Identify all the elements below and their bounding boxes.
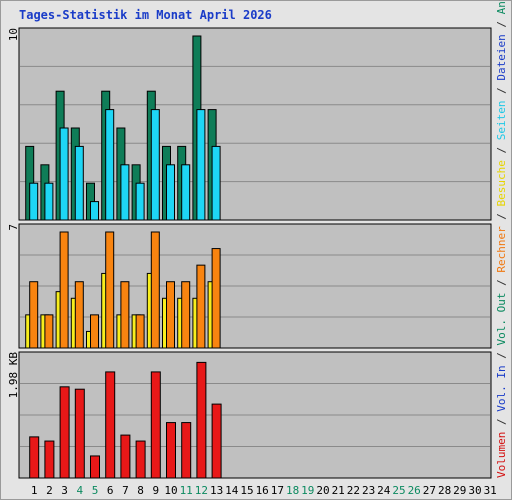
y-max-label-panel-1: 10	[7, 28, 20, 41]
bar-kbytes-day-9	[150, 371, 161, 479]
x-tick-day-27: 27	[423, 484, 436, 497]
x-tick-day-24: 24	[377, 484, 391, 497]
bar-pages-day-4	[74, 145, 84, 221]
x-tick-day-3: 3	[61, 484, 68, 497]
bar-kbytes-day-4	[74, 388, 85, 479]
bar-sites-day-9	[150, 231, 160, 349]
bar-kbytes-day-6	[105, 371, 116, 479]
x-tick-day-31: 31	[484, 484, 497, 497]
x-tick-day-29: 29	[453, 484, 466, 497]
legend-item: Anfragen	[495, 0, 508, 14]
y-max-label-panel-3: 1.98 KB	[7, 352, 20, 399]
x-tick-day-23: 23	[362, 484, 375, 497]
bar-sites-day-2	[44, 314, 54, 349]
bar-sites-day-4	[74, 281, 84, 349]
bar-kbytes-day-12	[196, 361, 207, 479]
bar-sites-day-5	[90, 314, 99, 349]
x-tick-day-6: 6	[107, 484, 114, 497]
bar-kbytes-day-8	[135, 440, 146, 479]
bar-kbytes-day-3	[59, 386, 70, 479]
bar-pages-day-6	[105, 109, 115, 221]
bar-pages-day-9	[150, 109, 160, 221]
legend-item: Vol. Out	[495, 293, 508, 346]
x-tick-day-14: 14	[225, 484, 239, 497]
bar-pages-day-3	[59, 127, 69, 221]
x-tick-day-11: 11	[180, 484, 193, 497]
x-tick-day-9: 9	[152, 484, 159, 497]
bar-sites-day-8	[135, 314, 145, 349]
x-tick-day-30: 30	[468, 484, 481, 497]
chart-title: Tages-Statistik im Monat April 2026	[19, 8, 272, 22]
x-tick-day-26: 26	[408, 484, 421, 497]
bar-kbytes-day-5	[90, 455, 100, 479]
x-tick-day-10: 10	[164, 484, 177, 497]
x-tick-day-17: 17	[271, 484, 284, 497]
panel-kbytes	[18, 351, 492, 479]
x-tick-day-28: 28	[438, 484, 451, 497]
x-tick-day-4: 4	[76, 484, 83, 497]
bar-pages-day-8	[135, 182, 145, 221]
panel-requests-files-pages	[18, 27, 492, 221]
bar-sites-day-6	[105, 231, 115, 349]
legend-item: /	[495, 412, 508, 432]
bar-pages-day-2	[44, 182, 54, 221]
bar-kbytes-day-10	[166, 422, 176, 479]
x-tick-day-18: 18	[286, 484, 299, 497]
x-tick-day-16: 16	[256, 484, 269, 497]
x-tick-day-15: 15	[240, 484, 253, 497]
x-tick-day-2: 2	[46, 484, 53, 497]
bar-pages-day-10	[166, 164, 175, 221]
legend-item: /	[495, 206, 508, 226]
bar-pages-day-11	[181, 164, 191, 221]
bar-kbytes-day-1	[29, 436, 40, 479]
legend-item: /	[495, 273, 508, 293]
legend-item: Seiten	[495, 100, 508, 140]
bar-pages-day-13	[211, 145, 221, 221]
bar-sites-day-11	[181, 281, 191, 349]
bar-sites-day-13	[211, 248, 221, 349]
legend-item: Dateien	[495, 34, 508, 80]
x-tick-day-12: 12	[195, 484, 208, 497]
bar-sites-day-12	[196, 264, 206, 349]
legend-item: /	[495, 346, 508, 366]
legend-item: /	[495, 140, 508, 160]
legend-item: /	[495, 14, 508, 34]
x-tick-day-8: 8	[137, 484, 144, 497]
legend-item: Volumen	[495, 432, 508, 478]
bar-kbytes-day-13	[211, 403, 222, 479]
x-tick-day-19: 19	[301, 484, 314, 497]
x-tick-day-21: 21	[332, 484, 345, 497]
legend-item: Rechner	[495, 226, 508, 273]
legend-item: /	[495, 81, 508, 101]
bar-sites-day-3	[59, 231, 69, 349]
bar-pages-day-7	[120, 164, 130, 221]
vertical-legend: Volumen / Vol. In / Vol. Out / Rechner /…	[495, 0, 508, 478]
bar-kbytes-day-7	[120, 434, 131, 479]
x-tick-day-1: 1	[31, 484, 38, 497]
y-max-label-panel-2: 7	[7, 224, 20, 231]
x-tick-day-7: 7	[122, 484, 129, 497]
legend-item: Besuche	[495, 160, 508, 206]
bar-sites-day-10	[166, 281, 175, 349]
panel-visits-sites	[18, 223, 492, 349]
bar-pages-day-1	[29, 182, 39, 221]
bar-sites-day-1	[29, 281, 39, 349]
bar-pages-day-12	[196, 109, 206, 221]
bar-kbytes-day-11	[181, 422, 192, 479]
bar-pages-day-5	[90, 201, 99, 221]
x-tick-day-5: 5	[92, 484, 99, 497]
x-tick-day-13: 13	[210, 484, 223, 497]
x-tick-day-20: 20	[316, 484, 329, 497]
x-axis-day-labels: 1 2 3 4 5 6 7 8 9 10 11 12 13 14 15 16 17 18 19 20 21 22 23 24 2…	[31, 484, 497, 497]
bar-sites-day-7	[120, 281, 130, 349]
x-tick-day-25: 25	[392, 484, 405, 497]
legend-item: Vol. In	[495, 365, 508, 411]
bar-kbytes-day-2	[44, 440, 55, 479]
x-tick-day-22: 22	[347, 484, 360, 497]
plot-area	[18, 27, 492, 221]
